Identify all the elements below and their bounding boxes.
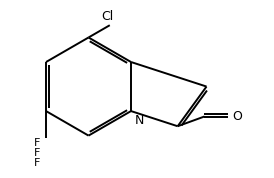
Text: N: N xyxy=(135,114,144,127)
Text: F: F xyxy=(34,138,40,148)
Text: Cl: Cl xyxy=(102,10,114,23)
Text: F: F xyxy=(34,158,40,168)
Text: F: F xyxy=(34,148,40,158)
Text: O: O xyxy=(232,110,242,123)
